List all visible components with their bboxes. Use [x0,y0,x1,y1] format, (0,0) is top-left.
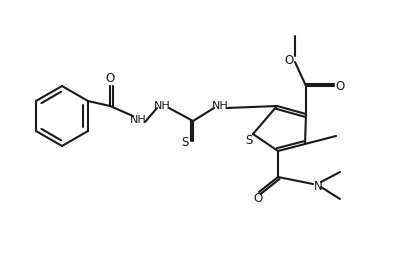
Text: NH: NH [130,115,146,125]
Text: NH: NH [154,101,171,111]
Text: O: O [253,192,263,204]
Text: O: O [105,71,115,85]
Text: NH: NH [212,101,228,111]
Text: N: N [314,180,322,193]
Text: S: S [245,134,253,147]
Text: O: O [335,81,345,93]
Text: O: O [284,54,294,67]
Text: S: S [181,136,188,150]
